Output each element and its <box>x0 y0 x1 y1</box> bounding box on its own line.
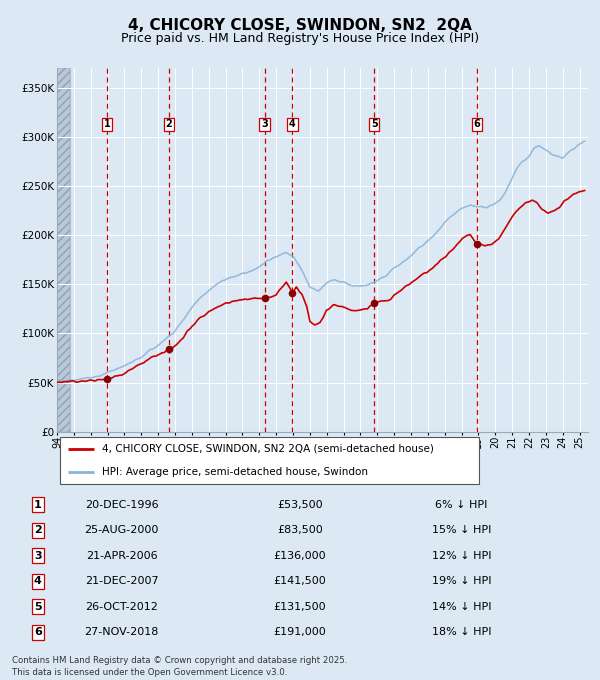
Text: 21-DEC-2007: 21-DEC-2007 <box>85 577 158 586</box>
Text: £83,500: £83,500 <box>277 526 323 535</box>
Text: 5: 5 <box>34 602 42 612</box>
FancyBboxPatch shape <box>59 437 479 484</box>
Text: £53,500: £53,500 <box>277 500 323 510</box>
Text: 2: 2 <box>34 526 42 535</box>
Text: 21-APR-2006: 21-APR-2006 <box>86 551 157 561</box>
Text: 20-DEC-1996: 20-DEC-1996 <box>85 500 158 510</box>
Text: 12% ↓ HPI: 12% ↓ HPI <box>431 551 491 561</box>
Text: 4: 4 <box>34 577 42 586</box>
Text: 18% ↓ HPI: 18% ↓ HPI <box>431 628 491 637</box>
Text: £136,000: £136,000 <box>274 551 326 561</box>
Text: 15% ↓ HPI: 15% ↓ HPI <box>431 526 491 535</box>
Text: 3: 3 <box>261 120 268 129</box>
Text: 4: 4 <box>289 120 296 129</box>
Text: 2: 2 <box>166 120 172 129</box>
Text: 4, CHICORY CLOSE, SWINDON, SN2  2QA: 4, CHICORY CLOSE, SWINDON, SN2 2QA <box>128 18 472 33</box>
Text: 27-NOV-2018: 27-NOV-2018 <box>84 628 158 637</box>
Text: 14% ↓ HPI: 14% ↓ HPI <box>431 602 491 612</box>
Text: £141,500: £141,500 <box>274 577 326 586</box>
Text: 1: 1 <box>104 120 110 129</box>
Text: Price paid vs. HM Land Registry's House Price Index (HPI): Price paid vs. HM Land Registry's House … <box>121 32 479 46</box>
Text: £131,500: £131,500 <box>274 602 326 612</box>
Text: 4, CHICORY CLOSE, SWINDON, SN2 2QA (semi-detached house): 4, CHICORY CLOSE, SWINDON, SN2 2QA (semi… <box>102 444 434 454</box>
Text: 3: 3 <box>34 551 42 561</box>
Text: 6: 6 <box>473 120 480 129</box>
Text: 6% ↓ HPI: 6% ↓ HPI <box>435 500 487 510</box>
Text: £191,000: £191,000 <box>274 628 326 637</box>
Text: 19% ↓ HPI: 19% ↓ HPI <box>431 577 491 586</box>
Text: HPI: Average price, semi-detached house, Swindon: HPI: Average price, semi-detached house,… <box>102 467 368 477</box>
Text: 5: 5 <box>371 120 377 129</box>
Bar <box>57 68 70 432</box>
Text: 6: 6 <box>34 628 42 637</box>
Text: Contains HM Land Registry data © Crown copyright and database right 2025.
This d: Contains HM Land Registry data © Crown c… <box>12 656 347 677</box>
Text: 26-OCT-2012: 26-OCT-2012 <box>85 602 158 612</box>
Text: 25-AUG-2000: 25-AUG-2000 <box>84 526 158 535</box>
Text: 1: 1 <box>34 500 42 510</box>
Bar <box>57 68 70 432</box>
